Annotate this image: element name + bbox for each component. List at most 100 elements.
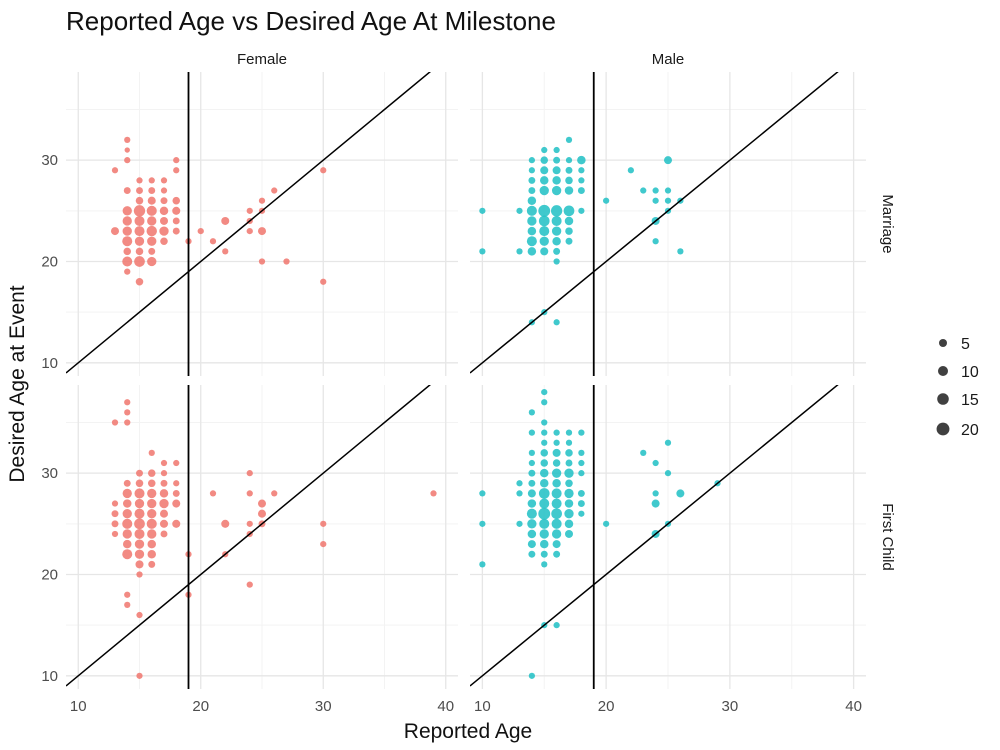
data-point <box>172 206 181 215</box>
data-point <box>160 187 168 194</box>
data-point <box>540 156 549 164</box>
data-point <box>640 187 647 194</box>
data-point <box>160 530 168 538</box>
data-point <box>565 479 573 488</box>
data-point <box>172 227 180 235</box>
data-point <box>528 449 536 457</box>
data-point <box>479 561 486 568</box>
legend-size-marker <box>936 422 950 436</box>
data-point <box>283 258 290 265</box>
data-point <box>134 518 145 530</box>
data-point <box>479 490 486 497</box>
data-point <box>540 468 549 478</box>
data-point <box>160 459 168 467</box>
y-tick-label: 10 <box>41 355 58 372</box>
data-point <box>564 519 574 529</box>
data-point <box>124 268 131 275</box>
data-point <box>527 489 536 498</box>
data-point <box>134 539 145 549</box>
data-point <box>134 508 145 519</box>
data-point <box>134 236 145 246</box>
data-point <box>540 479 549 488</box>
data-point <box>552 479 561 488</box>
data-point <box>516 207 523 214</box>
data-point <box>538 204 551 217</box>
data-point <box>577 489 585 497</box>
legend-size-marker <box>937 365 949 377</box>
data-point <box>552 166 561 175</box>
data-point <box>172 499 181 508</box>
data-point <box>147 256 157 267</box>
data-point <box>147 216 157 226</box>
y-tick-label: 10 <box>41 668 58 685</box>
data-point <box>147 529 157 539</box>
data-point <box>663 156 673 165</box>
data-point <box>652 490 659 497</box>
data-point <box>160 177 168 184</box>
data-point <box>124 591 131 598</box>
data-point <box>134 498 145 509</box>
data-point <box>246 207 253 214</box>
data-point <box>173 480 180 487</box>
data-point <box>122 256 133 267</box>
data-point <box>148 177 155 184</box>
data-point <box>134 549 145 559</box>
data-point <box>540 459 549 467</box>
data-point <box>124 157 131 164</box>
data-point <box>320 167 327 174</box>
panel-male-first-child: First Child 10 20 30 40 <box>470 385 896 715</box>
chart-title: Reported Age vs Desired Age At Milestone <box>66 6 556 36</box>
data-point <box>551 518 562 529</box>
data-point <box>123 247 132 256</box>
data-point <box>136 611 143 619</box>
data-point <box>122 226 132 236</box>
data-point <box>528 409 536 416</box>
data-point <box>565 429 573 436</box>
data-point <box>122 549 133 560</box>
data-point <box>677 248 684 255</box>
data-point <box>552 540 561 549</box>
data-point <box>551 468 562 478</box>
data-point <box>565 157 573 164</box>
data-point <box>578 429 585 436</box>
data-point <box>652 238 659 245</box>
data-point <box>541 439 548 446</box>
data-point <box>540 550 548 558</box>
data-point <box>134 528 145 539</box>
data-point <box>172 196 181 205</box>
data-point <box>136 469 143 477</box>
facet-label-row: Marriage <box>879 194 896 253</box>
data-point <box>527 540 536 549</box>
data-point <box>578 167 585 174</box>
identity-line <box>66 385 432 687</box>
legend-size-label: 15 <box>961 392 979 409</box>
data-point <box>123 539 132 549</box>
x-tick-label: 30 <box>315 698 332 715</box>
data-point <box>172 217 180 225</box>
x-axis-title: Reported Age <box>404 720 532 743</box>
points-group <box>479 136 684 326</box>
data-point <box>565 459 573 467</box>
data-point <box>539 236 549 246</box>
identity-line <box>470 385 839 687</box>
identity-line <box>66 72 432 374</box>
data-point <box>527 196 537 205</box>
data-point <box>430 490 437 497</box>
data-point <box>159 498 169 509</box>
data-point <box>664 439 672 446</box>
data-point <box>528 157 536 164</box>
legend-size-label: 10 <box>961 364 979 381</box>
data-point <box>111 510 119 518</box>
data-point <box>122 236 133 247</box>
data-point <box>148 187 156 195</box>
data-point <box>551 498 562 509</box>
data-point <box>209 238 217 245</box>
x-tick-label: 40 <box>437 698 454 715</box>
panel-female-first-child: 10 20 30 10 20 30 40 <box>41 385 458 715</box>
data-point <box>540 247 549 256</box>
data-point <box>564 499 574 508</box>
legend-size-marker <box>938 338 948 348</box>
data-point <box>147 236 157 246</box>
data-point <box>564 488 574 499</box>
data-point <box>551 488 562 499</box>
